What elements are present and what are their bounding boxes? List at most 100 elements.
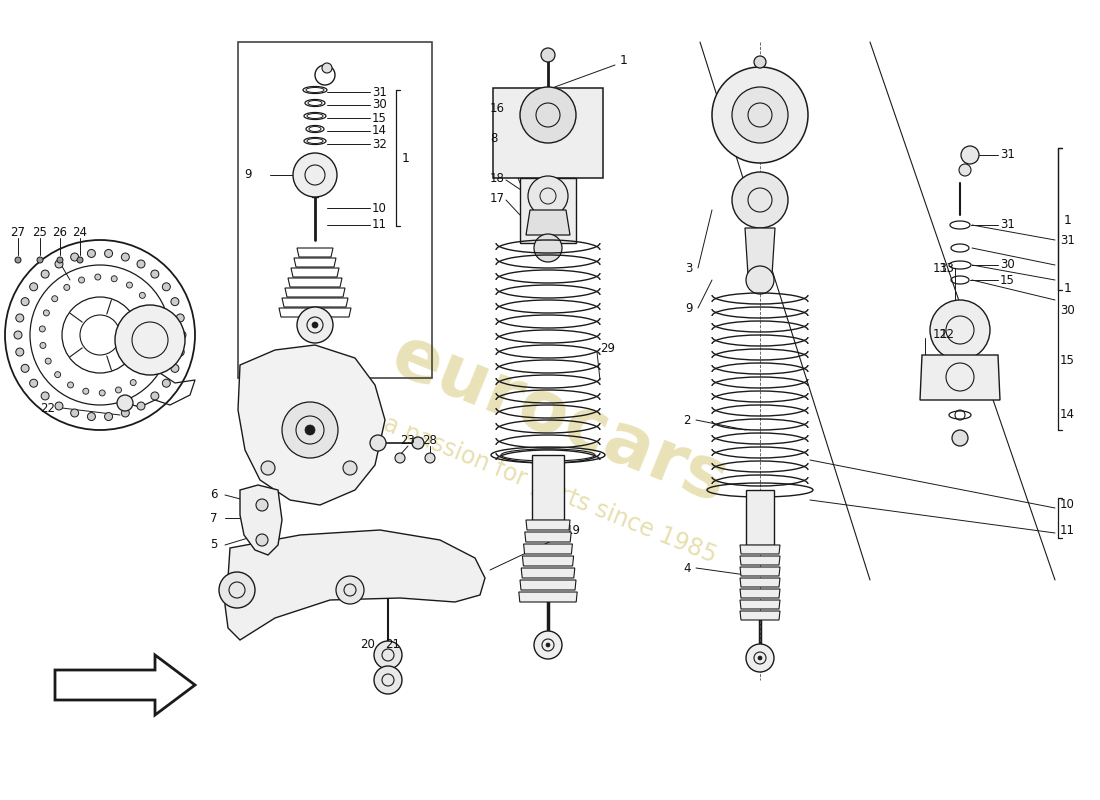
Text: 13: 13 — [940, 262, 955, 274]
Circle shape — [99, 390, 106, 396]
Circle shape — [155, 338, 161, 344]
Polygon shape — [920, 355, 1000, 400]
Text: 15: 15 — [1000, 274, 1015, 286]
Circle shape — [546, 643, 550, 647]
Text: 18: 18 — [490, 171, 505, 185]
Circle shape — [43, 310, 50, 316]
Circle shape — [520, 87, 576, 143]
Text: 1: 1 — [620, 54, 628, 66]
Circle shape — [15, 314, 24, 322]
Text: 4: 4 — [683, 562, 691, 574]
Polygon shape — [520, 580, 576, 590]
Circle shape — [151, 270, 158, 278]
Circle shape — [78, 277, 85, 283]
Text: 9: 9 — [685, 302, 693, 314]
Circle shape — [70, 253, 79, 261]
Bar — [238, 42, 432, 378]
Text: 16: 16 — [490, 102, 505, 114]
Text: 24: 24 — [73, 226, 88, 238]
Polygon shape — [526, 520, 570, 530]
Circle shape — [87, 413, 96, 421]
Text: eurocars: eurocars — [382, 322, 738, 518]
Circle shape — [374, 641, 401, 669]
Circle shape — [959, 164, 971, 176]
Circle shape — [111, 276, 118, 282]
Polygon shape — [740, 567, 780, 576]
Text: 30: 30 — [1000, 258, 1014, 271]
Circle shape — [87, 250, 96, 258]
Polygon shape — [521, 568, 575, 578]
Text: 1: 1 — [1064, 282, 1071, 295]
Text: 6: 6 — [210, 489, 218, 502]
Text: 30: 30 — [1060, 303, 1075, 317]
Text: 31: 31 — [1060, 234, 1075, 246]
Circle shape — [57, 257, 63, 263]
Circle shape — [138, 402, 145, 410]
Text: 23: 23 — [400, 434, 416, 446]
Circle shape — [30, 283, 37, 291]
Text: 21: 21 — [385, 638, 400, 651]
Text: 32: 32 — [372, 138, 387, 150]
Text: 31: 31 — [1000, 218, 1015, 231]
Circle shape — [534, 631, 562, 659]
Circle shape — [256, 499, 268, 511]
Circle shape — [55, 260, 63, 268]
Circle shape — [64, 285, 69, 290]
Text: 25: 25 — [33, 226, 47, 238]
Circle shape — [170, 364, 179, 372]
Polygon shape — [525, 532, 571, 542]
Polygon shape — [740, 589, 780, 598]
Circle shape — [425, 453, 435, 463]
Circle shape — [14, 331, 22, 339]
Circle shape — [534, 234, 562, 262]
Circle shape — [312, 322, 318, 328]
Circle shape — [282, 402, 338, 458]
Polygon shape — [240, 485, 282, 555]
Text: 29: 29 — [600, 342, 615, 354]
Circle shape — [395, 453, 405, 463]
Circle shape — [176, 314, 184, 322]
Text: 28: 28 — [422, 434, 438, 446]
Text: HGTE: HGTE — [302, 387, 348, 402]
Text: 10: 10 — [372, 202, 387, 214]
Text: 1: 1 — [1064, 214, 1071, 226]
Circle shape — [104, 250, 112, 258]
Circle shape — [219, 572, 255, 608]
Text: 11: 11 — [1060, 523, 1075, 537]
Circle shape — [151, 392, 158, 400]
Text: 17: 17 — [490, 191, 505, 205]
Circle shape — [55, 372, 60, 378]
Text: 22: 22 — [40, 402, 55, 414]
Circle shape — [142, 368, 148, 374]
Text: a passion for parts since 1985: a passion for parts since 1985 — [379, 412, 720, 568]
Text: 15: 15 — [1060, 354, 1075, 366]
Text: 14: 14 — [1060, 409, 1075, 422]
Circle shape — [261, 461, 275, 475]
Circle shape — [754, 56, 766, 68]
Circle shape — [116, 387, 121, 393]
Circle shape — [15, 257, 21, 263]
Circle shape — [746, 266, 774, 294]
Circle shape — [732, 87, 788, 143]
Text: 31: 31 — [372, 86, 387, 98]
Text: 27: 27 — [11, 226, 25, 238]
Text: 1: 1 — [402, 151, 410, 165]
Text: 31: 31 — [1000, 149, 1015, 162]
Text: 13: 13 — [933, 262, 947, 274]
Polygon shape — [740, 611, 780, 620]
Circle shape — [151, 354, 156, 360]
Text: 10: 10 — [1060, 498, 1075, 511]
Circle shape — [170, 298, 179, 306]
Circle shape — [322, 63, 332, 73]
Text: 3: 3 — [685, 262, 692, 274]
Circle shape — [541, 48, 556, 62]
Text: 7: 7 — [210, 511, 218, 525]
Text: 9: 9 — [244, 169, 252, 182]
Polygon shape — [226, 530, 485, 640]
Polygon shape — [522, 556, 573, 566]
Circle shape — [163, 283, 170, 291]
Text: 2: 2 — [683, 414, 691, 426]
Circle shape — [746, 644, 774, 672]
Text: 8: 8 — [490, 131, 497, 145]
Circle shape — [370, 435, 386, 451]
